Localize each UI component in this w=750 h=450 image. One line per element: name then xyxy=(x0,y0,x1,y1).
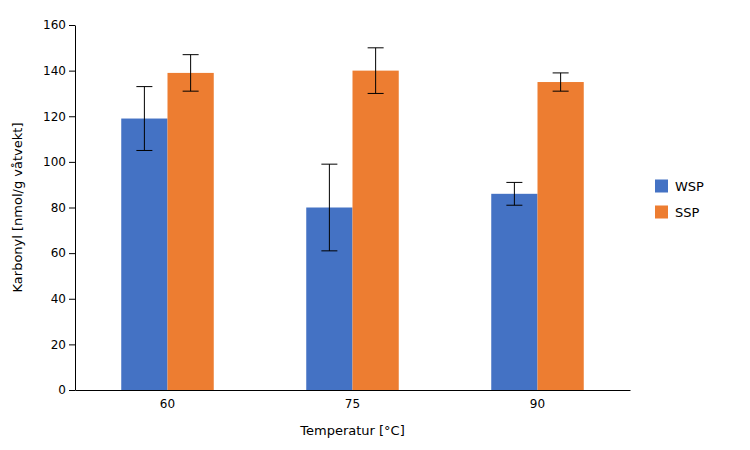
y-tick-label: 140 xyxy=(43,64,66,78)
plot: 0 20 40 60 80 100 120 140 160 60 75 90 xyxy=(43,18,630,410)
x-tick: 75 xyxy=(345,397,360,411)
y-tick-label: 120 xyxy=(43,110,66,124)
legend-label: WSP xyxy=(675,179,704,194)
y-tick-mark xyxy=(69,25,75,26)
error-bar xyxy=(506,182,522,205)
y-tick-mark xyxy=(69,116,75,117)
legend-swatch xyxy=(655,206,668,219)
y-tick-mark xyxy=(69,344,75,345)
y-tick: 60 xyxy=(51,246,75,260)
y-tick-label: 80 xyxy=(51,201,66,215)
y-tick-mark xyxy=(69,253,75,254)
error-bar xyxy=(553,73,569,91)
x-tick: 90 xyxy=(530,397,545,411)
x-axis: 60 75 90 xyxy=(76,391,631,411)
chart: 0 20 40 60 80 100 120 140 160 60 75 90 Temperatur [°… xyxy=(0,0,750,450)
bar xyxy=(121,119,167,390)
y-tick: 100 xyxy=(43,155,75,169)
y-tick-mark xyxy=(69,299,75,300)
y-axis-title: Karbonyl [nmol/g våtvekt] xyxy=(10,123,25,293)
error-bar xyxy=(183,55,199,92)
y-tick-label: 0 xyxy=(58,383,66,397)
y-tick-label: 100 xyxy=(43,155,66,169)
y-tick-label: 20 xyxy=(51,338,66,352)
y-tick-label: 160 xyxy=(43,18,66,32)
x-tick: 60 xyxy=(160,397,175,411)
error-bar xyxy=(368,48,384,94)
x-axis-title: Temperatur [°C] xyxy=(299,423,405,438)
y-tick: 120 xyxy=(43,110,75,124)
error-bar xyxy=(321,164,337,251)
bar xyxy=(491,194,537,390)
legend-swatch xyxy=(655,180,668,193)
y-tick: 80 xyxy=(51,201,75,215)
legend: WSP SSP xyxy=(655,179,704,220)
y-axis-line xyxy=(75,26,76,391)
y-tick-mark xyxy=(69,162,75,163)
bar xyxy=(353,71,399,390)
x-tick-label: 75 xyxy=(345,397,360,411)
y-tick-mark xyxy=(69,390,75,391)
y-tick: 140 xyxy=(43,64,75,78)
bar xyxy=(538,82,584,390)
legend-label: SSP xyxy=(675,205,700,220)
y-axis: 0 20 40 60 80 100 120 140 160 xyxy=(43,18,75,397)
series xyxy=(168,48,584,390)
y-tick: 40 xyxy=(51,292,75,306)
x-tick-label: 90 xyxy=(530,397,545,411)
y-tick: 160 xyxy=(43,18,75,32)
legend-item: WSP xyxy=(655,179,704,194)
bar xyxy=(168,73,214,390)
error-bar xyxy=(136,87,152,151)
legend-item: SSP xyxy=(655,205,700,220)
y-tick-mark xyxy=(69,71,75,72)
x-tick-label: 60 xyxy=(160,397,175,411)
x-axis-line xyxy=(76,390,631,391)
y-tick: 20 xyxy=(51,338,75,352)
y-tick-label: 60 xyxy=(51,246,66,260)
y-tick: 0 xyxy=(58,383,75,397)
y-tick-mark xyxy=(69,208,75,209)
y-tick-label: 40 xyxy=(51,292,66,306)
marks xyxy=(121,48,584,390)
